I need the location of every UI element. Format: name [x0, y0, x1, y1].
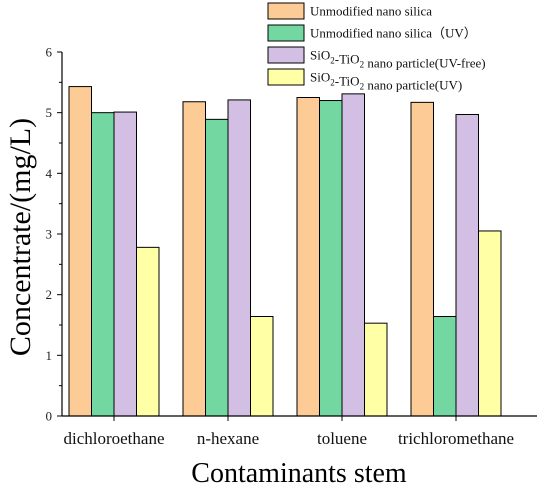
bars-layer: [68, 86, 502, 417]
bar-n-hexane-series-3: [227, 99, 251, 417]
bar-toluene-series-1: [296, 97, 320, 417]
axes-layer: dichloroethane n-hexane toluene trichlorome…: [46, 45, 537, 448]
bar-n-hexane-series-1: [182, 101, 206, 417]
bar-dichloroethane-series-3: [113, 111, 137, 417]
bar-n-hexane-series-4: [250, 316, 274, 417]
x-tick-label: dichloroethane: [63, 429, 164, 448]
legend-swatch: [267, 2, 305, 20]
legend-label: Unmodified nano silica: [310, 4, 432, 19]
x-tick-label: trichloromethane: [398, 429, 514, 448]
y-axis-title: Concentrate/(mg/L): [4, 118, 37, 356]
legend-swatch: [267, 24, 305, 42]
legend-label: SiO2-TiO2 nano particle(UV-free): [310, 48, 486, 71]
y-tick-label: 0: [46, 409, 53, 424]
legend-swatch: [267, 46, 305, 64]
bar-trichloromethane-series-2: [433, 316, 457, 417]
y-tick-label: 1: [46, 348, 53, 363]
x-tick-label: toluene: [317, 429, 367, 448]
bar-trichloromethane-series-1: [410, 101, 434, 417]
y-tick-label: 3: [46, 227, 53, 242]
y-tick-label: 4: [46, 166, 53, 181]
x-tick-label: n-hexane: [197, 429, 259, 448]
bar-n-hexane-series-2: [205, 118, 229, 417]
bar-toluene-series-3: [341, 93, 365, 417]
legend-swatch: [267, 68, 305, 86]
y-tick-label: 5: [46, 105, 53, 120]
bar-dichloroethane-series-2: [91, 112, 115, 417]
bar-toluene-series-2: [319, 100, 343, 417]
bar-dichloroethane-series-4: [136, 246, 160, 417]
x-axis-title: Contaminants stem: [191, 458, 407, 489]
bar-toluene-series-4: [364, 322, 388, 417]
y-tick-label: 2: [46, 287, 53, 302]
legend: Unmodified nano silica Unmodified nano si…: [267, 2, 486, 93]
bar-dichloroethane-series-1: [68, 86, 92, 417]
legend-label: Unmodified nano silica（UV）: [310, 26, 477, 41]
bar-trichloromethane-series-3: [455, 113, 479, 417]
bar-trichloromethane-series-4: [478, 230, 502, 417]
legend-label: SiO2-TiO2 nano particle(UV): [310, 70, 462, 93]
y-tick-label: 6: [46, 45, 53, 60]
